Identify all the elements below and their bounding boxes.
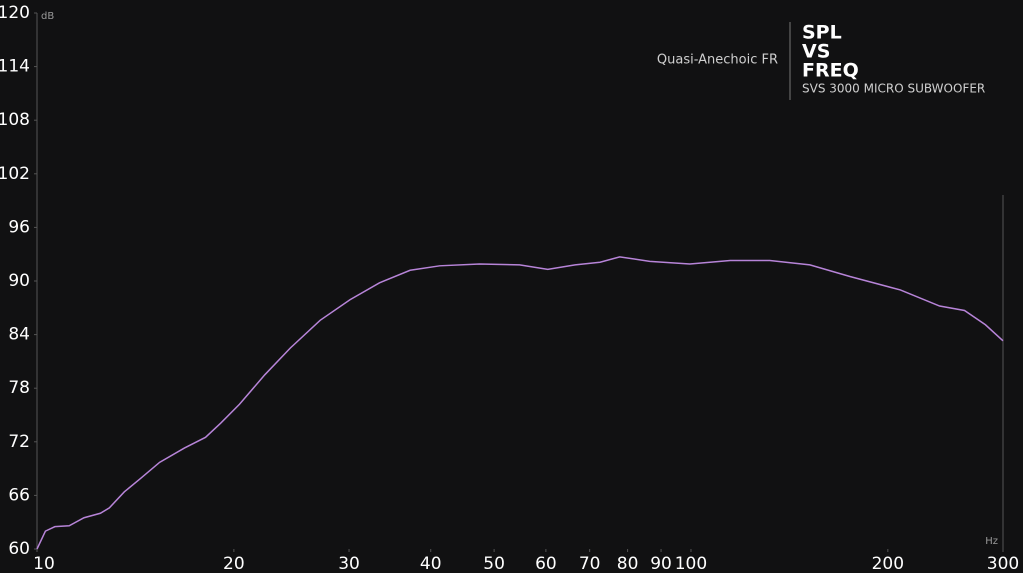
subtitle: SVS 3000 MICRO SUBWOOFER bbox=[802, 82, 985, 96]
line-series bbox=[36, 256, 1004, 550]
x-tick-label: 90 bbox=[650, 554, 672, 573]
y-tick-label: 96 bbox=[8, 217, 30, 237]
title-line: SPL bbox=[802, 22, 842, 44]
y-tick-label: 114 bbox=[0, 57, 30, 77]
x-tick-label: 60 bbox=[535, 554, 557, 573]
y-tick-label: 84 bbox=[8, 325, 30, 345]
x-tick-label: 20 bbox=[223, 554, 245, 573]
x-tick-label: 300 bbox=[987, 554, 1019, 573]
y-unit: dB bbox=[41, 11, 54, 22]
title-line: VS bbox=[802, 41, 830, 63]
y-tick-label: 102 bbox=[0, 164, 30, 184]
x-tick-label: 100 bbox=[675, 554, 707, 573]
y-tick-label: 108 bbox=[0, 110, 30, 130]
x-tick-label: 10 bbox=[33, 554, 55, 573]
title-line: FREQ bbox=[802, 60, 859, 82]
y-tick-label: 60 bbox=[8, 539, 30, 559]
x-tick-label: 30 bbox=[338, 554, 360, 573]
x-tick-label: 50 bbox=[483, 554, 505, 573]
x-tick-label: 70 bbox=[579, 554, 601, 573]
x-unit: Hz bbox=[985, 536, 998, 547]
x-tick-label: 200 bbox=[872, 554, 904, 573]
x-tick-label: 40 bbox=[420, 554, 442, 573]
y-tick-label: 66 bbox=[8, 485, 30, 505]
y-tick-label: 78 bbox=[8, 378, 30, 398]
y-tick-label: 120 bbox=[0, 3, 30, 23]
y-tick-label: 90 bbox=[8, 271, 30, 291]
legend-entry: Quasi-Anechoic FR bbox=[657, 53, 778, 68]
x-tick-label: 80 bbox=[617, 554, 639, 573]
y-tick-label: 72 bbox=[8, 432, 30, 452]
